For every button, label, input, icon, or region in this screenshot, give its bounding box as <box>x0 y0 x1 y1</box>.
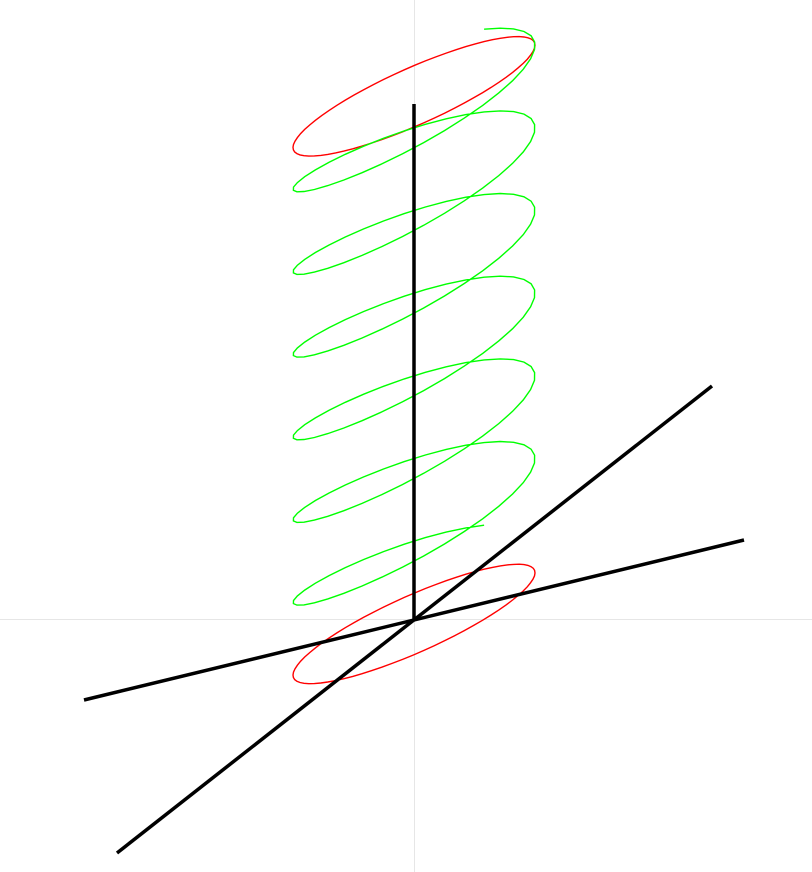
y-axis <box>115 384 714 855</box>
helix-polyline <box>292 27 536 606</box>
helix-curve <box>292 27 536 606</box>
bottom-ring <box>292 563 536 685</box>
